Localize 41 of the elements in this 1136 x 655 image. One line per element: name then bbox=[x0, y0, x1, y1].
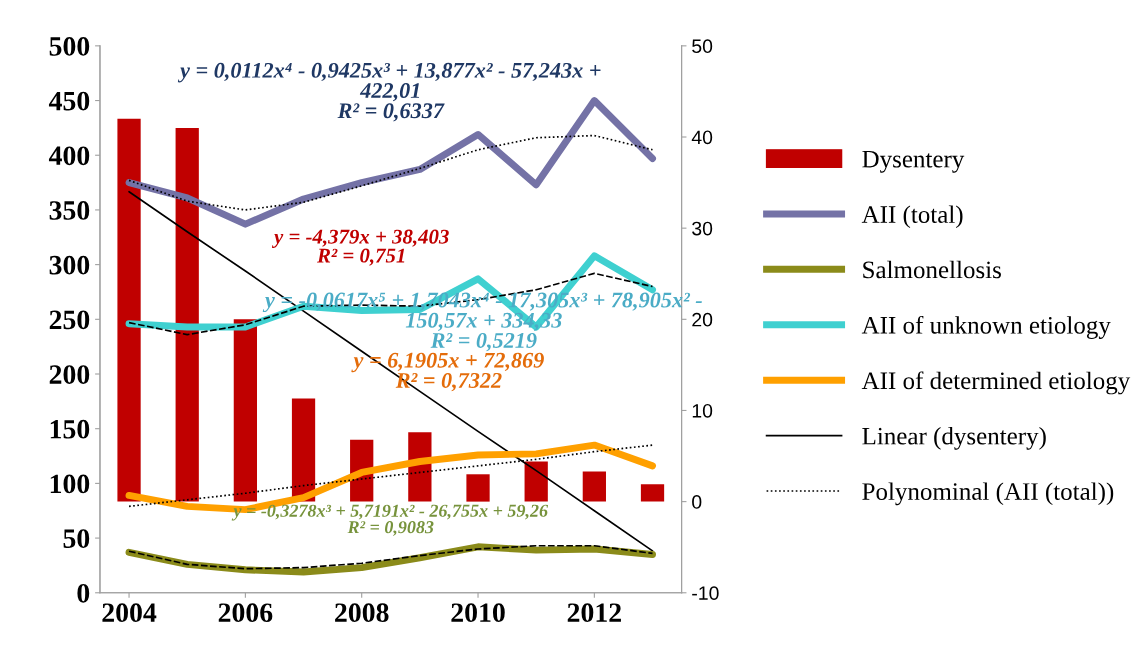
y2-tick-label: 40 bbox=[691, 130, 713, 145]
annotation: y = -4,379x + 38,403 R² = 0,751 bbox=[271, 229, 449, 266]
bar bbox=[582, 471, 606, 502]
line-series bbox=[128, 134, 654, 211]
x-tick-label: 2010 bbox=[451, 603, 505, 623]
y2-tick-label: 0 bbox=[692, 495, 702, 509]
bar bbox=[117, 118, 141, 502]
x-tick-label: 2006 bbox=[218, 603, 273, 623]
x-tick-label: 2004 bbox=[102, 603, 157, 623]
legend-label: AII (total) bbox=[861, 205, 963, 229]
y2-tick-label: 10 bbox=[692, 403, 713, 418]
x-tick-label: 2008 bbox=[335, 603, 389, 623]
y-tick-label: 50 bbox=[63, 529, 90, 548]
bar bbox=[291, 398, 316, 502]
legend-label: Polynominal (AII (total)) bbox=[862, 482, 1114, 506]
bar bbox=[524, 461, 548, 502]
legend-label: Salmonellosis bbox=[863, 260, 1001, 279]
legend-label: AII of determined etiology bbox=[861, 371, 1131, 395]
y-tick-label: 300 bbox=[49, 255, 90, 275]
bar bbox=[175, 127, 199, 502]
bar bbox=[640, 484, 665, 502]
legend-label: AII of unknown etiology bbox=[861, 315, 1111, 339]
bar bbox=[466, 474, 490, 502]
y2-tick-label: 30 bbox=[692, 221, 713, 236]
y2-tick-label: -10 bbox=[692, 586, 719, 601]
y-tick-label: 500 bbox=[49, 37, 90, 56]
y-tick-label: 400 bbox=[48, 146, 90, 166]
y-tick-label: 200 bbox=[49, 365, 90, 384]
y-tick-label: 450 bbox=[48, 91, 90, 111]
legend-label: Dysentery bbox=[862, 150, 965, 173]
annotation: y = 0,0112x⁴ - 0,9425x³ + 13,877x² - 57,243x + 422,01 R² = 0,6337 bbox=[177, 62, 601, 122]
y-tick-label: 150 bbox=[50, 419, 90, 439]
y-tick-label: 350 bbox=[49, 201, 90, 220]
y2-tick-label: 50 bbox=[692, 39, 713, 54]
y-tick-label: 100 bbox=[50, 474, 90, 494]
x-tick-label: 2012 bbox=[567, 603, 621, 623]
legend-label: Linear (dysentery) bbox=[862, 427, 1046, 450]
bar bbox=[233, 319, 258, 502]
y2-tick-label: 20 bbox=[692, 312, 713, 327]
y-tick-label: 250 bbox=[49, 310, 90, 330]
y-tick-label: 0 bbox=[77, 583, 90, 603]
